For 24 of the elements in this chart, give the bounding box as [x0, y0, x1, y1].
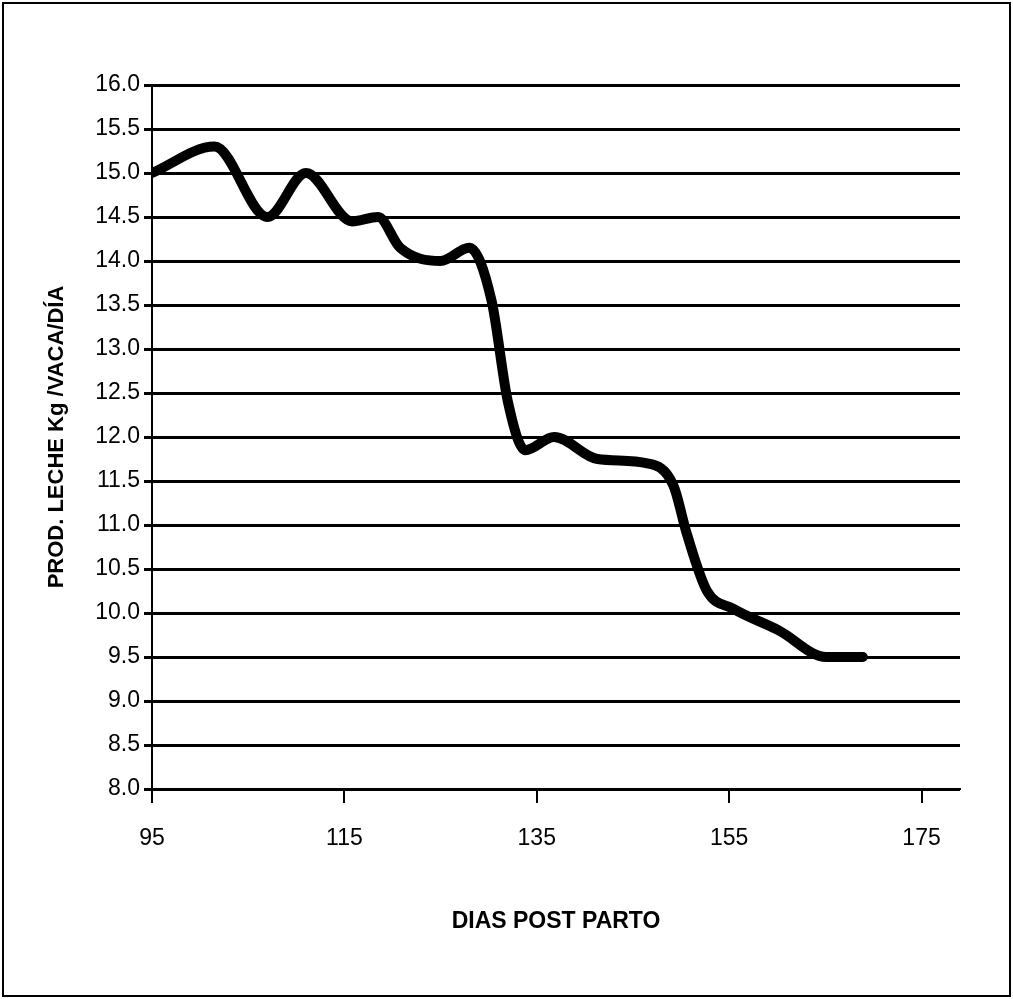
y-tick-label: 11.0 [96, 510, 140, 537]
x-tick-label: 115 [326, 824, 363, 851]
y-tick-label: 11.5 [96, 466, 140, 493]
x-axis-title: DIAS POST PARTO [451, 906, 661, 933]
x-tick-label: 175 [902, 824, 941, 851]
y-tick-label: 13.5 [95, 290, 140, 317]
y-tick-label: 14.0 [95, 246, 140, 273]
x-tick-label: 135 [517, 824, 556, 851]
y-tick-label: 16.0 [95, 70, 140, 97]
y-tick-label: 8.5 [108, 730, 140, 757]
x-tick-label: 155 [709, 824, 749, 851]
x-tick-label: 95 [139, 824, 165, 851]
y-tick-label: 12.0 [95, 422, 140, 449]
y-tick-label: 10.0 [95, 598, 140, 625]
y-tick-label: 13.0 [95, 334, 140, 361]
y-tick-label: 15.5 [95, 114, 140, 141]
y-tick-label: 14.5 [95, 202, 140, 229]
y-tick-label: 9.0 [108, 686, 140, 713]
y-tick-label: 9.5 [108, 642, 140, 669]
y-tick-label: 8.0 [108, 774, 140, 801]
y-tick-label: 15.0 [95, 158, 140, 185]
y-tick-label: 12.5 [95, 378, 140, 405]
y-tick-label: 10.5 [95, 554, 140, 581]
y-axis-title: PROD. LECHE Kg /VACA/DÍA [43, 285, 69, 589]
